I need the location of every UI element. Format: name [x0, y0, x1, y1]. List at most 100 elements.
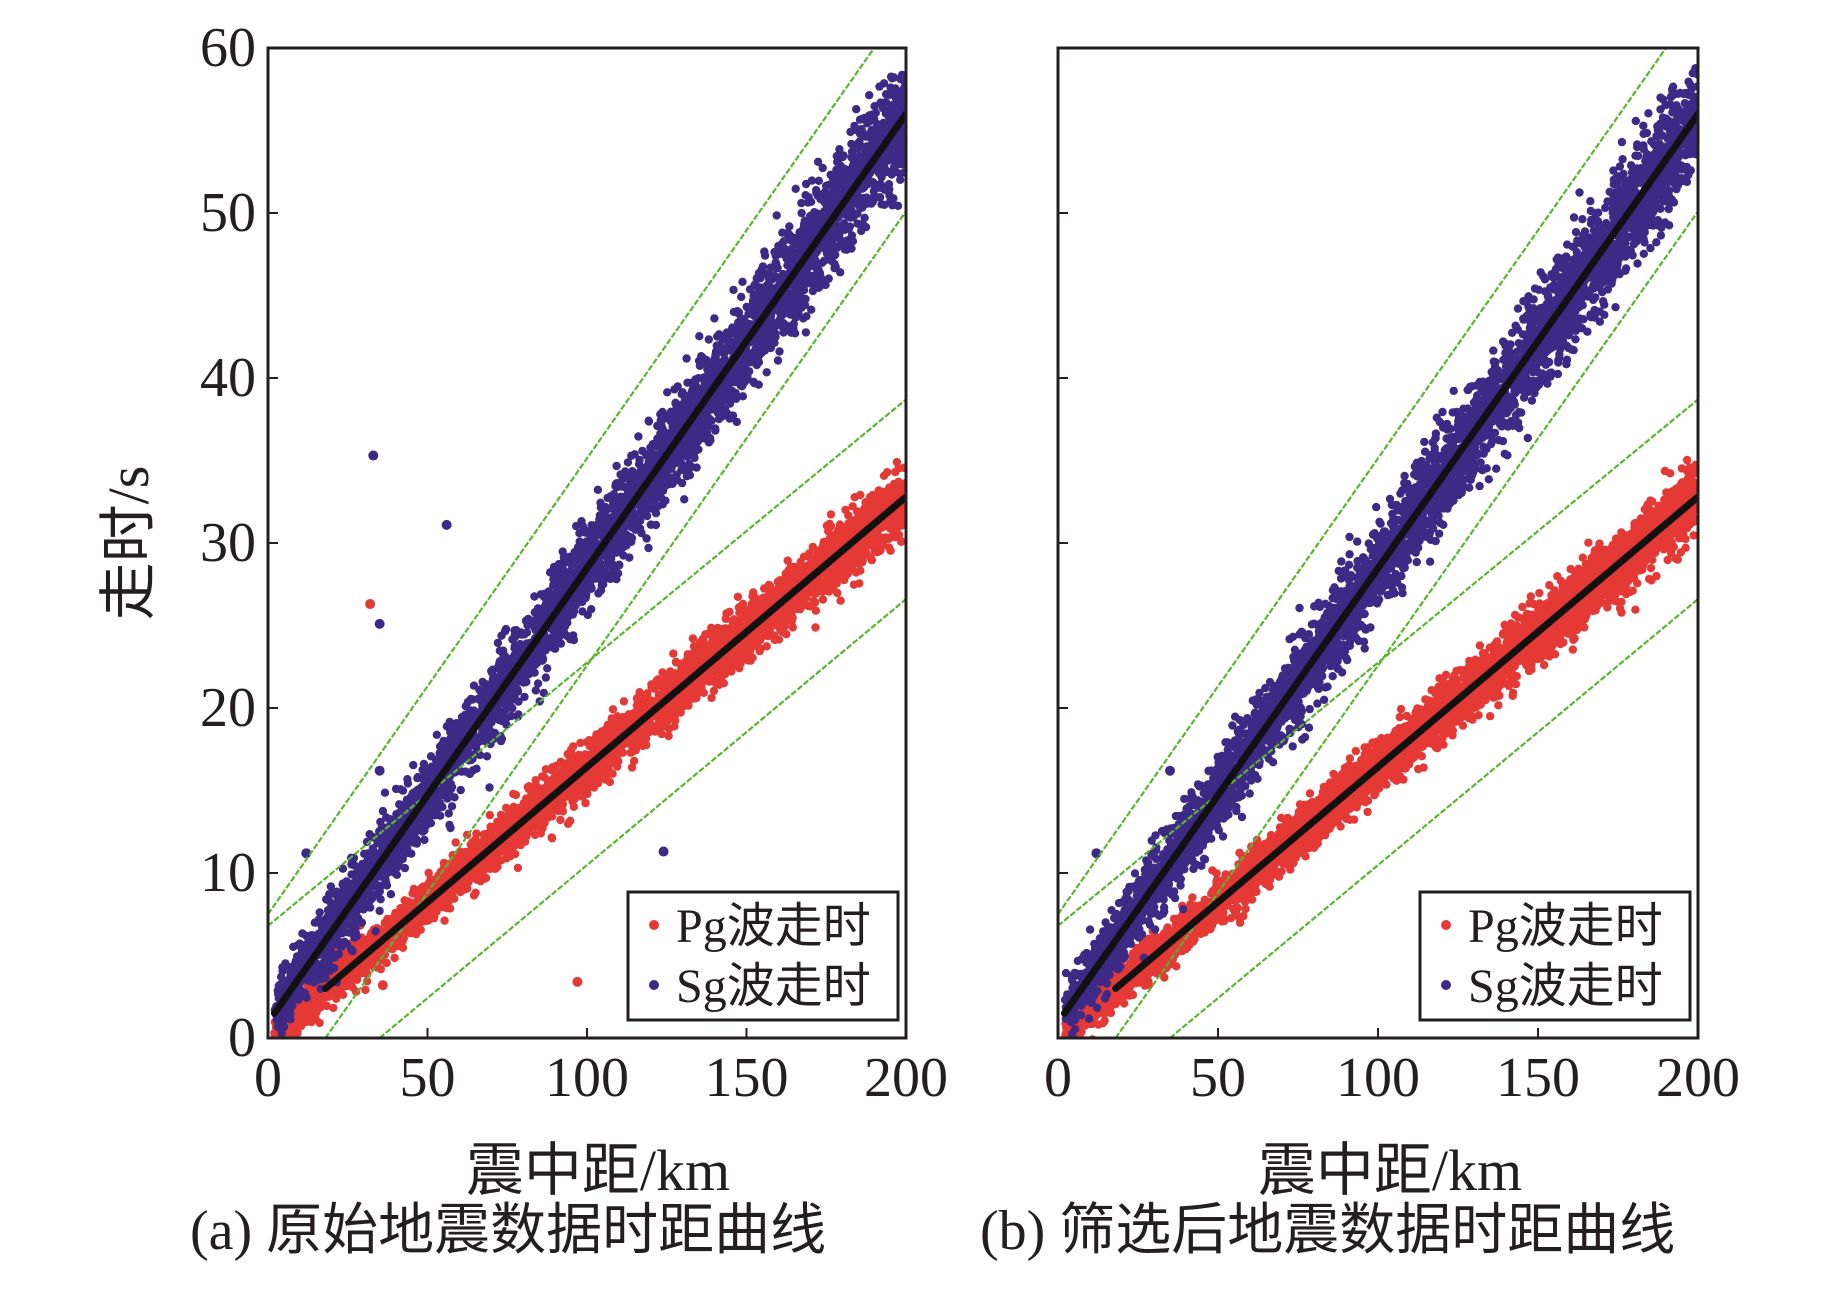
scatter-point [485, 810, 494, 820]
scatter-point [851, 554, 860, 563]
scatter-point [829, 532, 838, 541]
scatter-point [570, 754, 580, 763]
scatter-point [873, 547, 882, 557]
scatter-point [788, 613, 797, 623]
scatter-point [581, 798, 590, 808]
scatter-point [689, 642, 699, 651]
scatter-point [719, 679, 728, 688]
scatter-point [753, 602, 763, 611]
scatter-point [658, 668, 667, 677]
scatter-point [743, 648, 752, 658]
scatter-point [695, 638, 705, 647]
scatter-point [589, 774, 598, 783]
scatter-point [712, 640, 722, 649]
scatter-point [597, 773, 606, 782]
scatter-point [836, 596, 845, 605]
scatter-point [806, 602, 815, 611]
scatter-point [547, 833, 556, 842]
scatter-point [852, 105, 861, 114]
scatter-point [523, 828, 533, 837]
scatter-point [619, 697, 629, 706]
scatter-point [725, 607, 734, 617]
scatter-point [664, 731, 673, 741]
scatter-point [862, 511, 872, 520]
scatter-point [692, 648, 702, 657]
scatter-point [842, 560, 851, 570]
scatter-point [811, 623, 820, 632]
panel-a-marks [268, 48, 906, 1038]
scatter-point [816, 580, 825, 590]
scatter-point [569, 742, 578, 751]
scatter-point [758, 631, 768, 641]
scatter-point [775, 347, 784, 356]
scatter-point [733, 592, 743, 601]
scatter-point [471, 835, 480, 844]
scatter-point [771, 592, 781, 601]
scatter-point [537, 817, 546, 827]
scatter-point [894, 464, 903, 473]
scatter-point [422, 881, 431, 890]
scatter-point [891, 532, 900, 542]
scatter-point [440, 916, 449, 925]
scatter-point [768, 618, 777, 627]
scatter-point [664, 677, 674, 686]
scatter-point [848, 502, 857, 511]
scatter-point [569, 802, 578, 811]
scatter-point [883, 468, 892, 477]
scatter-point [709, 686, 719, 696]
scatter-point [736, 657, 745, 666]
scatter-point [293, 1029, 302, 1038]
scatter-point [641, 702, 651, 711]
scatter-point [736, 602, 746, 611]
scatter-point [806, 558, 816, 567]
scatter-point [639, 731, 648, 741]
scatter-point [513, 863, 523, 873]
scatter-point [329, 1003, 338, 1013]
scatter-point [723, 627, 733, 636]
scatter-point [861, 548, 870, 557]
scatter-point [390, 953, 399, 963]
scatter-point [504, 808, 514, 817]
scatter-point [671, 716, 680, 725]
scatter-point [511, 790, 521, 800]
scatter-point [603, 763, 612, 772]
scatter-point [612, 751, 622, 760]
scatter-point [657, 711, 667, 721]
scatter-point [868, 490, 877, 500]
scatter-point [892, 487, 902, 497]
scatter-point [516, 840, 525, 849]
scatter-point [635, 688, 644, 697]
scatter-point [707, 693, 716, 703]
scatter-point [882, 533, 891, 542]
scatter-point [711, 679, 720, 688]
scatter-point [798, 601, 808, 610]
scatter-point [659, 685, 668, 694]
scatter-point [652, 726, 661, 735]
scatter-point [479, 830, 488, 839]
scatter-point [561, 769, 570, 778]
scatter-point [703, 629, 712, 639]
scatter-point [431, 902, 440, 911]
scatter-point [882, 519, 892, 528]
scatter-point [491, 856, 501, 865]
scatter-point [815, 546, 824, 555]
scatter-point [525, 782, 534, 791]
scatter-point [654, 719, 663, 729]
scatter-point [824, 587, 834, 596]
scatter-point [514, 803, 524, 813]
scatter-point [543, 776, 553, 785]
scatter-point [536, 829, 545, 838]
scatter-point [585, 741, 594, 750]
scatter-point [856, 566, 865, 575]
scatter-point [599, 731, 608, 740]
scatter-point [855, 579, 864, 588]
scatter-point [563, 819, 573, 828]
scatter-point [688, 634, 698, 643]
scatter-point [644, 543, 653, 553]
scatter-point [739, 615, 748, 624]
scatter-point [707, 623, 716, 632]
scatter-point [386, 915, 396, 924]
scatter-point [547, 766, 556, 775]
